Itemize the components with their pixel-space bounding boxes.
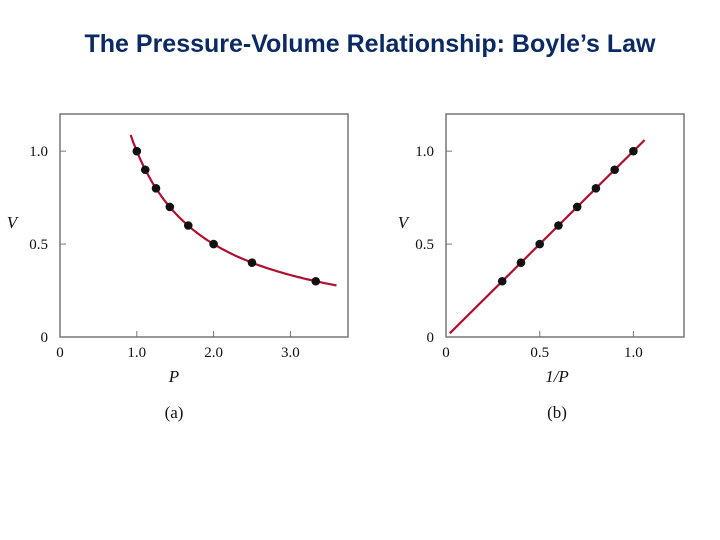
- data-point: [535, 239, 545, 249]
- x-axis-label: P: [168, 367, 179, 386]
- y-tick-label: 0.5: [29, 237, 48, 253]
- data-point: [247, 258, 257, 267]
- y-axis-label: V: [398, 213, 411, 232]
- data-point: [516, 258, 526, 267]
- data-point: [497, 276, 507, 286]
- data-point: [132, 146, 142, 156]
- plot-frame: [59, 113, 349, 338]
- x-tick-label: 1.0: [127, 345, 146, 361]
- y-tick-label: 0.5: [415, 237, 434, 253]
- fit-curve: [129, 134, 337, 287]
- data-point: [165, 202, 175, 212]
- y-tick-label: 1.0: [29, 144, 48, 160]
- data-point: [610, 165, 619, 175]
- data-point: [629, 146, 638, 156]
- data-point: [591, 184, 601, 193]
- chart-b: 0 0.5 1.0 0 0.5 1.0 1/P V (b): [398, 113, 685, 422]
- x-tick-label: 0.5: [530, 345, 549, 361]
- x-tick-label: 2.0: [204, 345, 223, 361]
- data-point: [140, 165, 150, 175]
- x-tick-label: 0: [56, 345, 64, 361]
- y-tick-label: 0: [41, 330, 49, 346]
- x-tick-label: 3.0: [281, 345, 300, 361]
- y-axis-label: V: [7, 213, 20, 232]
- slide-title: The Pressure-Volume Relationship: Boyle’…: [84, 30, 656, 58]
- chart-a: 0 1.0 2.0 3.0 0 0.5 1.0 P V (a): [7, 113, 349, 422]
- x-axis-label: 1/P: [545, 367, 569, 386]
- data-point: [183, 221, 193, 230]
- data-point: [311, 276, 321, 286]
- y-tick-label: 0: [427, 330, 435, 346]
- data-point: [151, 184, 161, 193]
- plot-frame: [445, 113, 685, 338]
- data-point: [554, 221, 563, 230]
- x-tick-label: 0: [442, 345, 450, 361]
- data-point: [209, 239, 218, 249]
- x-tick-label: 1.0: [624, 345, 643, 361]
- y-tick-label: 1.0: [415, 144, 434, 160]
- panel-label: (a): [165, 403, 184, 422]
- panel-label: (b): [547, 403, 567, 422]
- data-point: [572, 202, 582, 212]
